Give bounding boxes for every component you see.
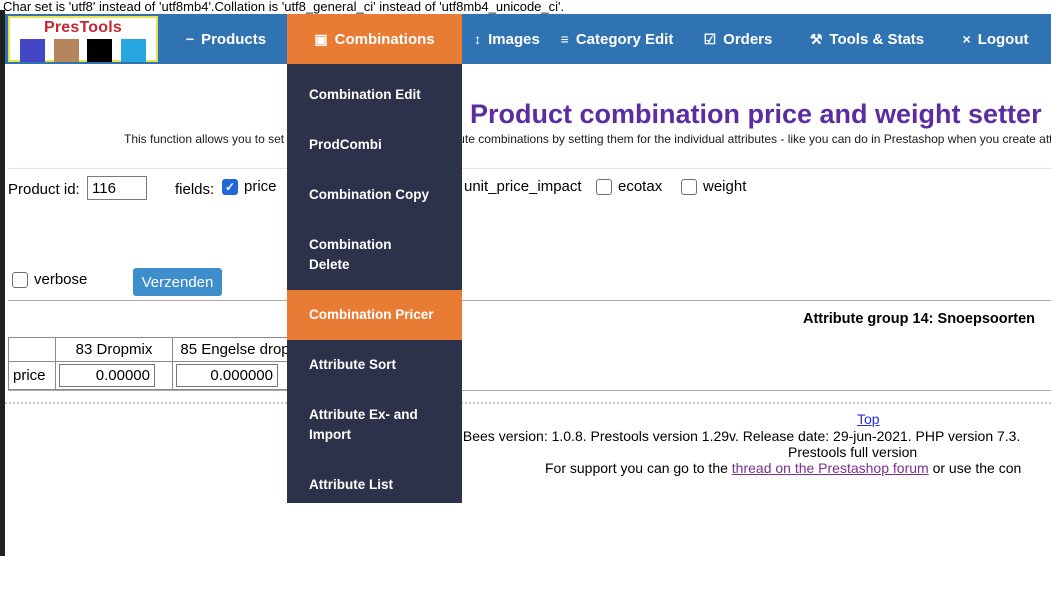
price-input-dropmix[interactable] xyxy=(59,364,155,387)
check-icon: ✓ xyxy=(224,179,236,194)
price-input-engelse-drop[interactable] xyxy=(176,364,278,387)
verbose-checkbox-group: ✓ verbose xyxy=(12,271,87,288)
attribute-group-heading: Attribute group 14: Snoepsoorten xyxy=(803,311,1035,327)
unit-price-impact-checkbox-label: unit_price_impact xyxy=(464,178,582,195)
nav-item-label: Orders xyxy=(723,30,773,48)
nav-item-label: Category Edit xyxy=(575,30,674,48)
row-label: price xyxy=(8,361,56,390)
divider xyxy=(8,168,1051,169)
dropdown-item-combination-copy[interactable]: Combination Copy xyxy=(309,187,429,202)
logo-color-squares xyxy=(10,37,156,62)
dropdown-item-prodcombi[interactable]: ProdCombi xyxy=(309,137,382,152)
price-checkbox-label: price xyxy=(244,178,277,195)
nav-item-label: Combinations xyxy=(334,30,435,48)
checked-box-icon: ☑ xyxy=(703,30,717,47)
nav-item-images[interactable]: ↕ Images xyxy=(462,14,552,64)
logo-square-black xyxy=(87,39,113,62)
support-suffix: or use the con xyxy=(928,460,1022,476)
dotted-divider xyxy=(0,402,1051,404)
divider xyxy=(8,390,1051,391)
column-header: 83 Dropmix xyxy=(55,337,173,362)
intro-text: This function allows you to set the pric… xyxy=(124,132,1051,146)
edition-line: Prestools full version xyxy=(788,444,918,460)
dropdown-item-attribute-sort[interactable]: Attribute Sort xyxy=(309,357,396,372)
nav-item-products[interactable]: − Products xyxy=(165,14,287,64)
logo-title: PresTools xyxy=(44,19,122,36)
dropdown-item-combination-edit[interactable]: Combination Edit xyxy=(309,87,421,102)
support-prefix: For support you can go to the xyxy=(545,460,732,476)
field-checkbox-unit-price-impact: ✓ unit_price_impact xyxy=(442,178,582,195)
nav-item-category-edit[interactable]: ≡ Category Edit xyxy=(552,14,682,64)
top-navbar: PresTools − Products ▣ Combinations ↕ Im… xyxy=(0,14,1051,64)
field-checkbox-weight: ✓ weight xyxy=(681,178,746,195)
close-icon: × xyxy=(962,31,971,47)
combinations-dropdown-menu: Combination Edit ProdCombi Combination C… xyxy=(287,64,462,503)
logo-square-brown xyxy=(53,39,79,62)
divider xyxy=(8,300,1051,301)
charset-warning-text: Char set is 'utf8' instead of 'utf8mb4'.… xyxy=(0,0,1051,14)
price-checkbox[interactable]: ✓ xyxy=(222,178,238,195)
nav-item-tools-stats[interactable]: ⚒ Tools & Stats xyxy=(794,14,940,64)
weight-checkbox[interactable]: ✓ xyxy=(681,178,697,195)
product-id-input[interactable] xyxy=(87,176,147,200)
ecotax-checkbox-label: ecotax xyxy=(618,178,663,195)
ecotax-checkbox[interactable]: ✓ xyxy=(596,178,612,195)
page-title: Product combination price and weight set… xyxy=(470,99,1042,129)
price-cell xyxy=(55,361,173,390)
fields-label: fields: xyxy=(175,181,215,198)
nav-item-label: Images xyxy=(488,30,540,48)
table-corner-cell xyxy=(8,337,56,362)
nav-item-orders[interactable]: ☑ Orders xyxy=(682,14,794,64)
logo-square-blue xyxy=(20,39,45,62)
field-checkbox-ecotax: ✓ ecotax xyxy=(596,178,662,195)
hamburger-icon: ≡ xyxy=(560,31,569,47)
combinations-grid-icon: ▣ xyxy=(314,30,328,47)
logo-square-cyan xyxy=(120,39,146,62)
field-checkbox-price: ✓ price xyxy=(222,178,277,195)
nav-item-combinations[interactable]: ▣ Combinations xyxy=(287,14,462,64)
tools-icon: ⚒ xyxy=(809,30,823,47)
verbose-checkbox[interactable]: ✓ xyxy=(12,271,28,288)
minus-icon: − xyxy=(185,31,195,47)
prestools-logo[interactable]: PresTools xyxy=(8,16,158,62)
support-line: For support you can go to the thread on … xyxy=(545,460,1021,476)
nav-item-logout[interactable]: × Logout xyxy=(940,14,1051,64)
verbose-checkbox-label: verbose xyxy=(34,271,88,288)
nav-item-label: Logout xyxy=(977,30,1029,48)
weight-checkbox-label: weight xyxy=(703,178,747,195)
dropdown-item-combination-pricer[interactable]: Combination Pricer xyxy=(287,290,462,340)
verzenden-submit-button[interactable]: Verzenden xyxy=(133,268,222,296)
nav-item-label: Tools & Stats xyxy=(829,30,925,48)
dropdown-item-combination-delete[interactable]: Combination Delete xyxy=(309,237,392,272)
dropdown-item-attribute-list[interactable]: Attribute List xyxy=(309,477,393,492)
forum-thread-link[interactable]: thread on the Prestashop forum xyxy=(731,460,929,476)
column-header: 85 Engelse drop xyxy=(172,337,298,362)
nav-item-label: Products xyxy=(201,30,267,48)
version-line: y Bees version: 1.0.8. Prestools version… xyxy=(452,428,1021,444)
top-link[interactable]: Top xyxy=(857,411,880,427)
dropdown-item-attribute-ex-import[interactable]: Attribute Ex- and Import xyxy=(309,407,418,442)
nav-menu: − Products ▣ Combinations ↕ Images ≡ Cat… xyxy=(165,14,1051,64)
background-window-edge xyxy=(0,10,5,556)
updown-arrow-icon: ↕ xyxy=(474,31,482,47)
price-cell xyxy=(172,361,298,390)
product-id-label: Product id: xyxy=(8,181,80,198)
